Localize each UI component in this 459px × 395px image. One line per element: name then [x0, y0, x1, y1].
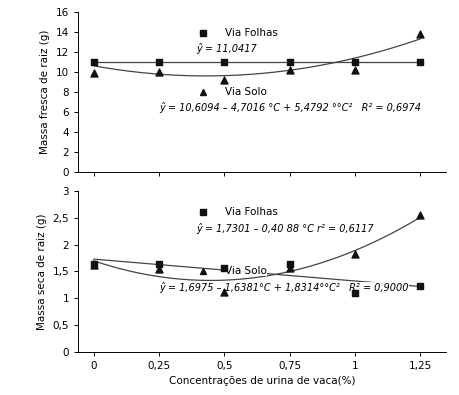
Text: Via Folhas: Via Folhas	[225, 207, 278, 217]
Point	[285, 265, 293, 271]
Point	[285, 59, 293, 65]
Point	[285, 261, 293, 268]
Point	[90, 261, 97, 268]
Point	[90, 70, 97, 76]
X-axis label: Concentrações de urina de vaca(%): Concentrações de urina de vaca(%)	[168, 376, 355, 386]
Point	[155, 261, 162, 267]
Point	[220, 77, 228, 83]
Text: Via Solo: Via Solo	[225, 267, 267, 276]
Point	[155, 69, 162, 75]
Point	[350, 290, 358, 297]
Text: Via Folhas: Via Folhas	[225, 28, 278, 38]
Point	[285, 67, 293, 73]
Point	[350, 67, 358, 73]
Point	[90, 262, 97, 268]
Point	[350, 251, 358, 258]
Point	[350, 59, 358, 65]
Text: Via Solo: Via Solo	[225, 87, 267, 97]
Text: ŷ = 1,6975 – 1,6381°C + 1,8314°°C²   R² = 0,9000: ŷ = 1,6975 – 1,6381°C + 1,8314°°C² R² = …	[159, 282, 408, 293]
Y-axis label: Massa fresca de raiz (g): Massa fresca de raiz (g)	[40, 30, 50, 154]
Point	[155, 59, 162, 65]
Point	[90, 59, 97, 65]
Text: ŷ = 11,0417: ŷ = 11,0417	[196, 43, 256, 54]
Text: ŷ = 1,7301 – 0,40 88 °C r² = 0,6117: ŷ = 1,7301 – 0,40 88 °C r² = 0,6117	[196, 223, 373, 234]
Point	[220, 289, 228, 295]
Text: ŷ = 10,6094 – 4,7016 °C + 5,4792 °°C²   R² = 0,6974: ŷ = 10,6094 – 4,7016 °C + 5,4792 °°C² R²…	[159, 102, 420, 113]
Point	[220, 265, 228, 271]
Y-axis label: Massa seca de raiz (g): Massa seca de raiz (g)	[37, 213, 47, 330]
Point	[415, 212, 423, 218]
Point	[415, 283, 423, 290]
Point	[415, 59, 423, 65]
Point	[155, 265, 162, 272]
Point	[220, 59, 228, 65]
Point	[415, 31, 423, 37]
